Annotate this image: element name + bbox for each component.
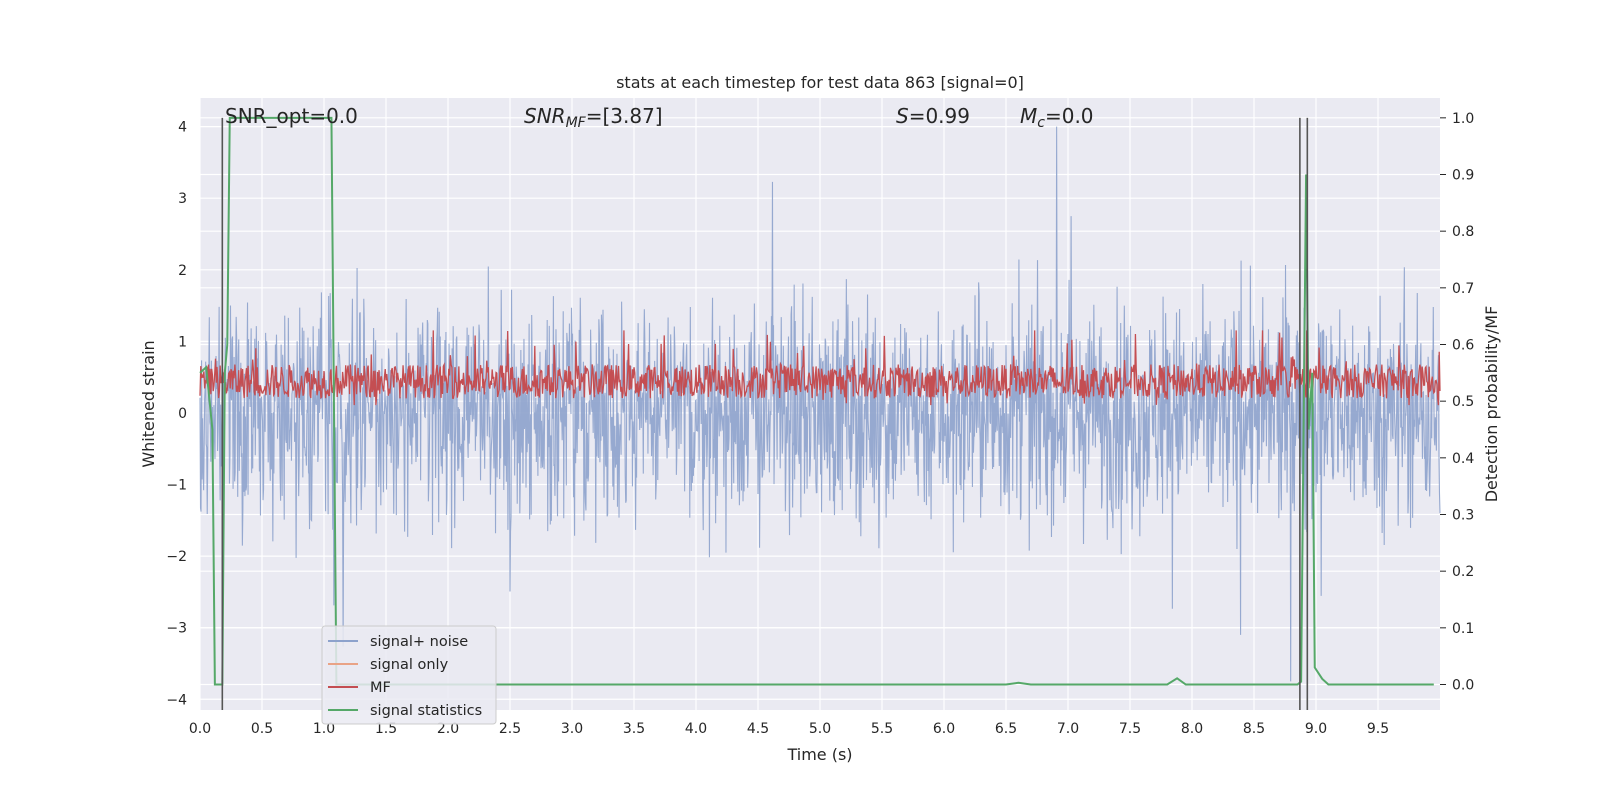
series-line-signal-statistics bbox=[199, 116, 1434, 686]
x-tick-label: 1.5 bbox=[375, 721, 397, 737]
x-tick-label: 6.5 bbox=[995, 721, 1017, 737]
mc-value: =0.0 bbox=[1045, 104, 1094, 128]
legend-label: signal only bbox=[370, 657, 449, 673]
snr-opt-annotation: SNR_opt=0.0 bbox=[225, 104, 358, 128]
mc-annotation: Mc=0.0 bbox=[1020, 104, 1094, 131]
y-left-tick-label: −3 bbox=[166, 621, 187, 637]
x-tick-label: 5.0 bbox=[809, 721, 831, 737]
x-tick-label: 4.0 bbox=[685, 721, 707, 737]
legend-label: signal+ noise bbox=[370, 634, 468, 650]
y-right-tick-label: 0.1 bbox=[1452, 621, 1474, 637]
chart-title: stats at each timestep for test data 863… bbox=[616, 73, 1024, 92]
x-tick-label: 3.0 bbox=[561, 721, 583, 737]
y-right-tick-label: 0.4 bbox=[1452, 451, 1474, 467]
x-tick-label: 2.0 bbox=[437, 721, 459, 737]
snr-mf-subscript: MF bbox=[566, 115, 587, 131]
y-left-tick-label: 4 bbox=[178, 120, 187, 136]
y-left-tick-label: −2 bbox=[166, 549, 187, 565]
x-tick-label: 5.5 bbox=[871, 721, 893, 737]
strain-series-group bbox=[199, 126, 1441, 682]
x-tick-label: 4.5 bbox=[747, 721, 769, 737]
s-symbol: S bbox=[896, 104, 909, 128]
x-tick-label: 7.0 bbox=[1057, 721, 1079, 737]
x-tick-label: 7.5 bbox=[1119, 721, 1141, 737]
y-right-tick-label: 0.7 bbox=[1452, 281, 1474, 297]
legend: signal+ noise signal only MF signal statist… bbox=[321, 625, 497, 725]
vertical-markers bbox=[221, 117, 1309, 710]
y-right-tick-labels: 0.0 0.1 0.2 0.3 0.4 0.5 0.6 0.7 0.8 0.9 1.0 bbox=[1440, 111, 1474, 694]
y-right-axis-label: Detection probability/MF bbox=[1482, 306, 1501, 503]
x-tick-label: 9.5 bbox=[1367, 721, 1389, 737]
x-axis-label: Time (s) bbox=[786, 745, 852, 764]
signal-statistics-group bbox=[199, 116, 1434, 686]
snr-mf-annotation: SNRMF=[3.87] bbox=[524, 104, 663, 131]
y-right-tick-label: 0.0 bbox=[1452, 678, 1474, 694]
y-left-tick-label: 1 bbox=[178, 334, 187, 350]
y-right-tick-label: 0.6 bbox=[1452, 338, 1474, 354]
x-tick-label: 0.5 bbox=[251, 721, 273, 737]
x-tick-label: 6.0 bbox=[933, 721, 955, 737]
y-left-tick-label: 0 bbox=[178, 406, 187, 422]
y-left-tick-label: 2 bbox=[178, 263, 187, 279]
x-tick-label: 3.5 bbox=[623, 721, 645, 737]
legend-label: signal statistics bbox=[370, 703, 482, 719]
y-right-tick-label: 1.0 bbox=[1452, 111, 1474, 127]
mc-symbol: M bbox=[1020, 104, 1037, 128]
legend-label: MF bbox=[370, 680, 391, 696]
x-tick-label: 0.0 bbox=[189, 721, 211, 737]
s-value: =0.99 bbox=[909, 104, 970, 128]
x-tick-labels: 0.0 0.5 1.0 1.5 2.0 2.5 3.0 3.5 4.0 4.5 5.0 5.5 6.0 6… bbox=[189, 721, 1389, 737]
y-right-tick-label: 0.5 bbox=[1452, 394, 1474, 410]
y-left-tick-labels: −4 −3 −2 −1 0 1 2 3 4 bbox=[166, 120, 187, 709]
x-tick-label: 1.0 bbox=[313, 721, 335, 737]
mc-subscript: c bbox=[1037, 115, 1045, 131]
y-right-tick-label: 0.8 bbox=[1452, 224, 1474, 240]
x-tick-label: 2.5 bbox=[499, 721, 521, 737]
s-annotation: S=0.99 bbox=[896, 104, 970, 128]
y-left-axis-label: Whitened strain bbox=[139, 340, 158, 467]
snr-mf-symbol: SNR bbox=[524, 104, 566, 128]
series-line-signal-noise bbox=[199, 126, 1441, 682]
y-right-tick-label: 0.9 bbox=[1452, 168, 1474, 184]
x-tick-label: 9.0 bbox=[1305, 721, 1327, 737]
y-left-tick-label: −4 bbox=[166, 692, 187, 708]
series-line-mf bbox=[199, 330, 1441, 406]
y-left-tick-label: −1 bbox=[166, 478, 187, 494]
mf-series-group bbox=[199, 330, 1441, 406]
y-right-tick-label: 0.3 bbox=[1452, 508, 1474, 524]
y-left-tick-label: 3 bbox=[178, 191, 187, 207]
x-tick-label: 8.5 bbox=[1243, 721, 1265, 737]
y-right-tick-label: 0.2 bbox=[1452, 564, 1474, 580]
x-tick-label: 8.0 bbox=[1181, 721, 1203, 737]
snr-mf-value: =[3.87] bbox=[586, 104, 663, 128]
legend-box bbox=[321, 625, 497, 725]
